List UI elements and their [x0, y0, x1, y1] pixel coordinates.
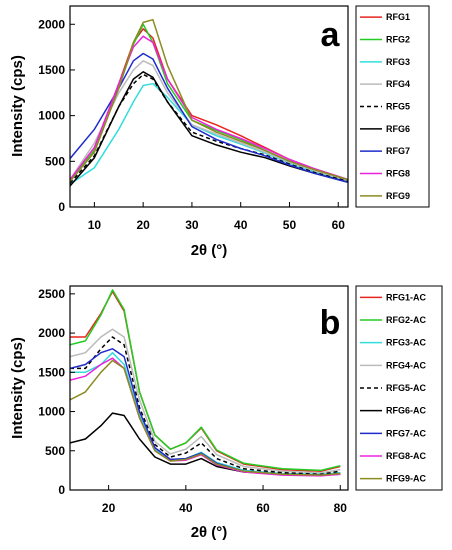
plot-frame — [69, 285, 349, 491]
legend-label: RFG4-AC — [386, 360, 426, 370]
y-tick-label: 0 — [58, 483, 65, 497]
legend-label: RFG4 — [386, 79, 410, 89]
x-tick-label: 10 — [88, 218, 102, 232]
legend-label: RFG5 — [386, 102, 410, 112]
y-axis-label: Intensity (cps) — [9, 337, 26, 439]
legend-label: RFG5-AC — [386, 383, 426, 393]
legend-label: RFG8-AC — [386, 451, 426, 461]
series-line-RFG5-AC — [70, 336, 341, 476]
series-line-RFG1-AC — [70, 290, 341, 472]
series-line-RFG5 — [70, 73, 348, 184]
series-line-RFG7 — [70, 52, 348, 184]
x-tick-label: 20 — [102, 501, 116, 515]
x-tick-label: 80 — [334, 501, 348, 515]
y-tick-label: 500 — [45, 444, 65, 458]
y-axis-label: Intensity (cps) — [9, 55, 26, 157]
series-line-RFG2-AC — [70, 289, 341, 472]
panel-letter: b — [320, 304, 341, 342]
series-group — [70, 18, 348, 187]
legend-label: RFG8 — [386, 169, 410, 179]
y-tick-label: 2000 — [38, 17, 65, 31]
x-axis-label: 2θ (°) — [191, 524, 228, 541]
panel-letter: a — [321, 16, 341, 54]
x-axis-label: 2θ (°) — [191, 242, 228, 259]
y-tick-label: 2000 — [38, 326, 65, 340]
x-tick-label: 20 — [136, 218, 150, 232]
series-line-RFG4 — [70, 60, 348, 182]
legend-label: RFG9-AC — [386, 474, 426, 484]
legend-label: RFG6 — [386, 124, 410, 134]
plot-frame — [69, 5, 349, 208]
legend-label: RFG7 — [386, 146, 410, 156]
series-line-RFG9 — [70, 18, 348, 182]
y-tick-label: 0 — [58, 200, 65, 214]
series-line-RFG8 — [70, 35, 348, 181]
y-tick-label: 1500 — [38, 63, 65, 77]
x-tick-label: 40 — [234, 218, 248, 232]
y-tick-label: 500 — [45, 154, 65, 168]
y-tick-label: 1000 — [38, 109, 65, 123]
series-line-RFG3 — [70, 82, 348, 185]
legend-label: RFG7-AC — [386, 428, 426, 438]
panel-a: 10 20 30 40 50 60 0 500 1000 1500 2000 2θ (°) Intens… — [9, 5, 430, 259]
y-tick-label: 1500 — [38, 365, 65, 379]
series-line-RFG9-AC — [70, 359, 341, 476]
legend: RFG1 RFG2 RFG3 RFG4 RFG5 RFG6 RFG7 RFG8 RFG9 — [355, 5, 430, 208]
legend-label: RFG6-AC — [386, 406, 426, 416]
legend-label: RFG1 — [386, 12, 410, 22]
legend-label: RFG1-AC — [386, 292, 426, 302]
legend-label: RFG2 — [386, 35, 410, 45]
legend-label: RFG9 — [386, 191, 410, 201]
x-tick-label: 30 — [185, 218, 199, 232]
legend-label: RFG3-AC — [386, 338, 426, 348]
x-tick-label: 60 — [256, 501, 270, 515]
panel-b: 20 40 60 80 0 500 1000 1500 2000 2500 2θ (°) Intens… — [9, 285, 443, 541]
legend-label: RFG3 — [386, 57, 410, 67]
y-tick-label: 2500 — [38, 287, 65, 301]
x-tick-label: 60 — [332, 218, 346, 232]
series-line-RFG4-AC — [70, 328, 341, 474]
legend-label: RFG2-AC — [386, 315, 426, 325]
series-line-RFG6-AC — [70, 412, 341, 476]
y-tick-label: 1000 — [38, 405, 65, 419]
x-tick-label: 50 — [283, 218, 297, 232]
series-line-RFG6 — [70, 71, 348, 187]
legend: RFG1-AC RFG2-AC RFG3-AC RFG4-AC RFG5-AC RFG6-… — [355, 285, 443, 491]
x-tick-label: 40 — [179, 501, 193, 515]
series-line-RFG8-AC — [70, 357, 341, 477]
series-group — [70, 289, 341, 477]
